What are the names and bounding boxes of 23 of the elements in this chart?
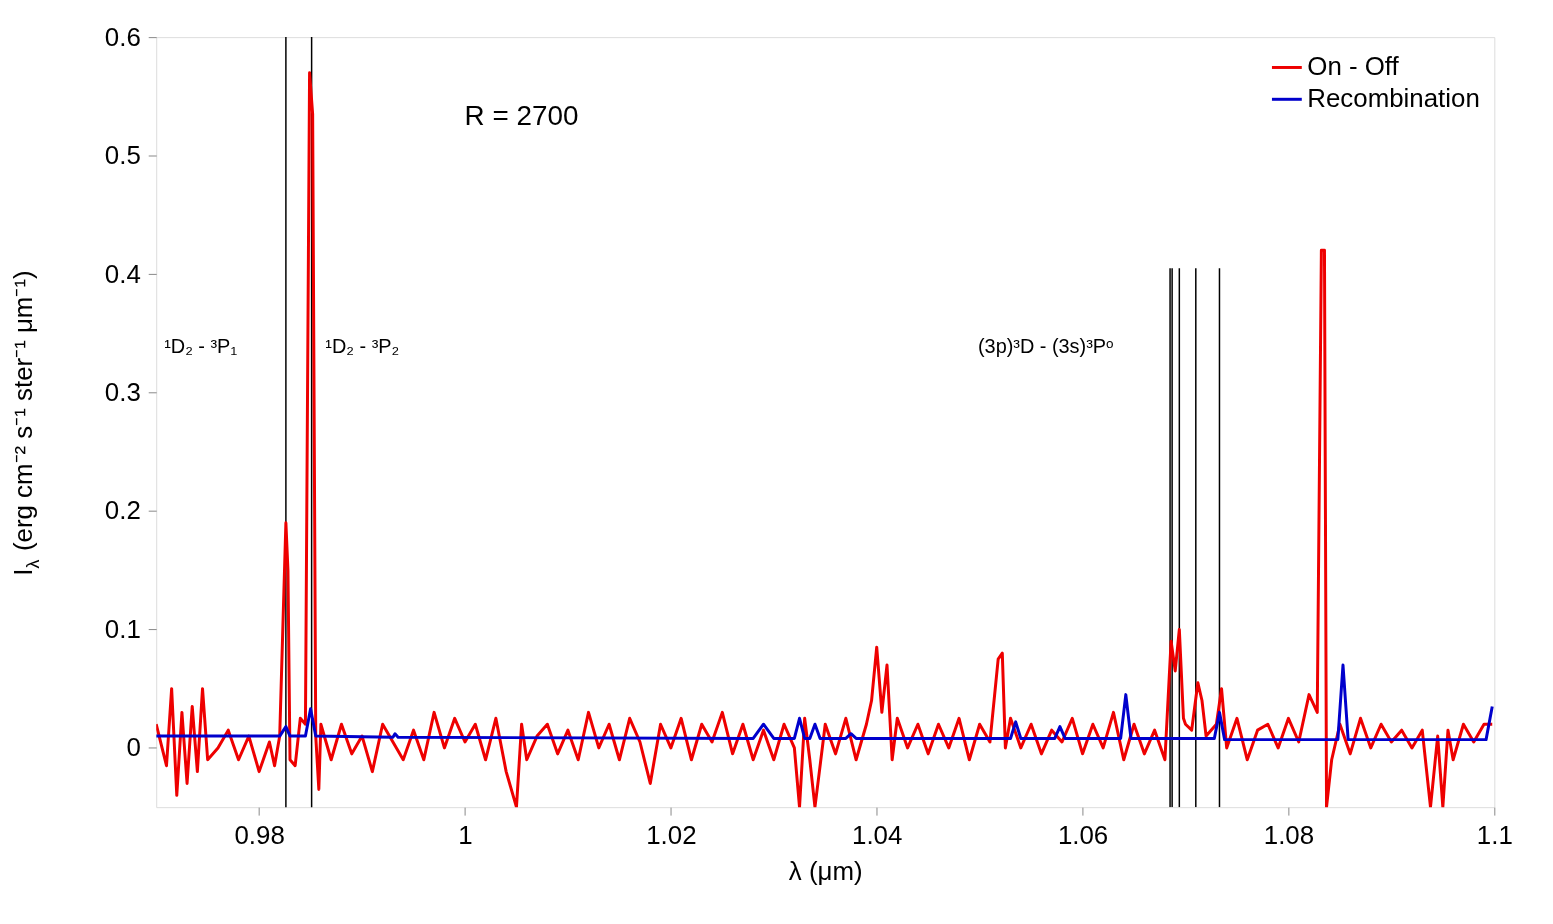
x-tick-label: 1.02 xyxy=(646,821,697,850)
legend-label: Recombination xyxy=(1307,84,1480,113)
y-tick-label: 0.3 xyxy=(104,377,141,406)
legend-label: On - Off xyxy=(1307,52,1400,81)
x-tick-label: 1.06 xyxy=(1057,821,1109,850)
y-tick-label: 0.1 xyxy=(104,614,141,643)
x-tick-label: 1.08 xyxy=(1263,821,1315,850)
x-tick-label: 1.1 xyxy=(1476,821,1513,850)
line-series xyxy=(156,663,1494,742)
y-tick-label: 0 xyxy=(126,733,141,762)
annotation: ¹D₂ - ³P₂ xyxy=(325,335,400,358)
y-tick-label: 0.5 xyxy=(104,141,141,170)
y-tick-label: 0.2 xyxy=(104,496,141,525)
x-axis-title: λ (μm) xyxy=(788,857,863,886)
x-tick-label: 1.04 xyxy=(852,821,903,850)
annotation: ¹D₂ - ³P₁ xyxy=(164,335,238,358)
annotation: (3p)³D - (3s)³Pᵒ xyxy=(977,335,1114,358)
annotation: R = 2700 xyxy=(464,99,579,131)
y-tick-label: 0.4 xyxy=(104,259,141,288)
y-tick-label: 0.6 xyxy=(104,22,141,51)
x-tick-label: 0.98 xyxy=(234,821,285,850)
y-axis-title: Iλ (erg cm⁻² s⁻¹ ster⁻¹ μm⁻¹) xyxy=(8,270,43,576)
x-tick-label: 1 xyxy=(458,821,473,850)
